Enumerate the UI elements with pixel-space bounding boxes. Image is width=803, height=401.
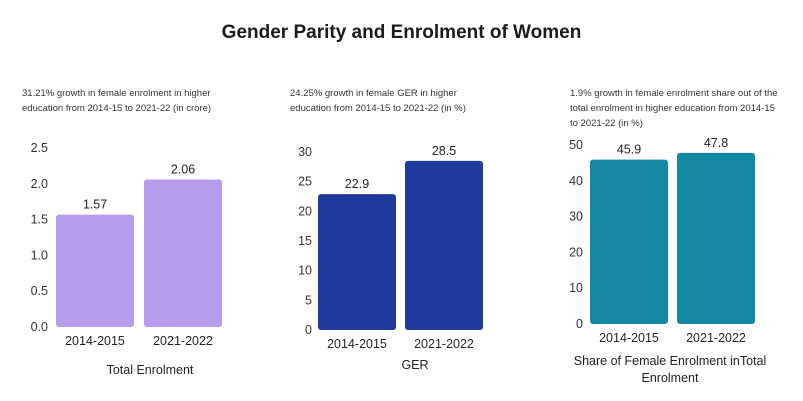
y-tick-label: 1.5 <box>31 213 48 227</box>
x-axis-label: Total Enrolment <box>106 363 194 377</box>
x-axis-label: GER <box>401 358 429 372</box>
y-tick-label: 0.0 <box>31 320 48 334</box>
y-tick-label: 40 <box>569 174 583 188</box>
y-tick-label: 15 <box>298 234 312 248</box>
bar-2021-2022 <box>144 179 222 327</box>
data-label: 22.9 <box>345 177 369 191</box>
x-tick-label: 2021-2022 <box>414 337 474 351</box>
y-tick-label: 30 <box>569 210 583 224</box>
x-tick-label: 2014-2015 <box>327 337 387 351</box>
page-title: Gender Parity and Enrolment of Women <box>221 22 582 43</box>
y-tick-label: 20 <box>569 245 583 259</box>
bar-2021-2022 <box>677 152 755 324</box>
data-label: 45.9 <box>617 143 641 157</box>
y-tick-label: 1.0 <box>31 248 48 262</box>
data-label: 1.57 <box>83 198 107 212</box>
bar-2014-2015 <box>318 194 396 330</box>
x-tick-label: 2014-2015 <box>599 331 659 345</box>
data-label: 2.06 <box>171 163 195 177</box>
y-tick-label: 2.5 <box>31 141 48 155</box>
chart-subtitle: 1.9% growth in female enrolment share ou… <box>570 88 778 129</box>
y-tick-label: 30 <box>298 145 312 159</box>
data-label: 28.5 <box>432 144 456 158</box>
x-tick-label: 2014-2015 <box>65 334 125 348</box>
y-tick-label: 25 <box>298 175 312 189</box>
x-tick-label: 2021-2022 <box>153 334 213 348</box>
y-tick-label: 10 <box>298 264 312 278</box>
bar-2014-2015 <box>590 159 668 324</box>
y-tick-label: 0 <box>576 317 583 331</box>
y-tick-label: 5 <box>305 293 312 307</box>
bar-2021-2022 <box>405 160 483 330</box>
y-tick-label: 2.0 <box>31 177 48 191</box>
x-tick-label: 2021-2022 <box>686 331 746 345</box>
chart-subtitle: 24.25% growth in female GER in higher ed… <box>290 88 466 114</box>
y-tick-label: 20 <box>298 204 312 218</box>
y-tick-label: 50 <box>569 138 583 152</box>
data-label: 47.8 <box>704 136 728 150</box>
bar-2014-2015 <box>56 214 134 327</box>
x-axis-label: Share of Female Enrolment inTotal Enrolm… <box>573 354 767 385</box>
chart-subtitle: 31.21% growth in female enrolment in hig… <box>22 88 212 114</box>
y-tick-label: 0 <box>305 323 312 337</box>
y-tick-label: 10 <box>569 281 583 295</box>
y-tick-label: 0.5 <box>31 284 48 298</box>
